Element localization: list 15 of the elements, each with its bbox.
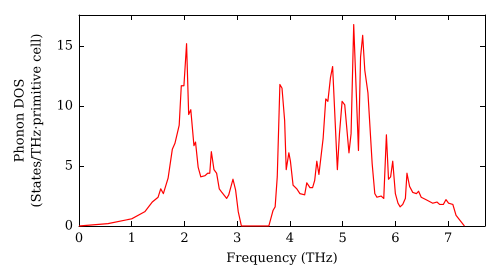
x-tick-label: 3: [233, 231, 242, 246]
x-tick-label: 4: [286, 231, 294, 246]
x-tick-label: 2: [180, 231, 189, 246]
x-axis-title: Frequency (THz): [226, 251, 338, 266]
y-tick-label: 10: [56, 98, 73, 114]
x-tick-label: 5: [338, 231, 347, 246]
x-tick-label: 7: [444, 231, 452, 246]
y-tick-label: 5: [64, 158, 73, 174]
x-tick-label: 0: [74, 231, 84, 246]
x-tick-label: 1: [128, 231, 136, 246]
y-tick-label: 15: [56, 38, 73, 54]
y-tick-label: 0: [64, 218, 73, 234]
line-series: [78, 24, 466, 227]
x-tick-label: 6: [391, 231, 400, 246]
y-axis-title: Phonon DOS (States/THz·primitive cell): [12, 33, 45, 208]
